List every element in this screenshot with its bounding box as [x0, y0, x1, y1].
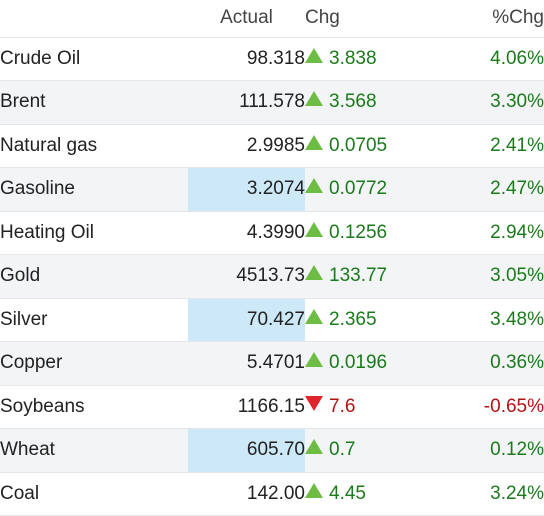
actual-value: 605.70: [188, 428, 305, 473]
header-chg[interactable]: Chg: [305, 0, 427, 38]
table-row[interactable]: Silver 70.427 2.365 3.48%: [0, 298, 544, 342]
actual-value: 4513.73: [188, 254, 305, 299]
commodity-name[interactable]: Wheat: [0, 428, 188, 473]
percent-change-value: 2.47%: [427, 167, 544, 212]
table-row[interactable]: Gold 4513.73 133.77 3.05%: [0, 254, 544, 299]
change-cell: 0.0705: [305, 124, 427, 168]
table-row[interactable]: Crude Oil 98.318 3.838 4.06%: [0, 37, 544, 81]
change-value: 0.0705: [329, 134, 388, 156]
header-pct-chg[interactable]: %Chg: [427, 0, 544, 38]
change-cell: 3.568: [305, 80, 427, 125]
actual-value: 111.578: [188, 80, 305, 125]
actual-value: 5.4701: [188, 341, 305, 386]
table-row[interactable]: Natural gas 2.9985 0.0705 2.41%: [0, 124, 544, 168]
percent-change-value: 0.36%: [427, 341, 544, 386]
commodity-name[interactable]: Copper: [0, 341, 188, 386]
actual-value: 142.00: [188, 472, 305, 516]
up-arrow-icon: [305, 439, 323, 455]
up-arrow-icon: [305, 178, 323, 194]
up-arrow-icon: [305, 221, 323, 237]
commodity-name[interactable]: Natural gas: [0, 124, 188, 168]
change-value: 0.0196: [329, 352, 388, 374]
table-row[interactable]: Gasoline 3.2074 0.0772 2.47%: [0, 167, 544, 212]
change-cell: 7.6: [305, 385, 427, 429]
commodity-name[interactable]: Gasoline: [0, 167, 188, 212]
table-row[interactable]: Soybeans 1166.15 7.6 -0.65%: [0, 385, 544, 429]
change-cell: 0.7: [305, 428, 427, 473]
up-arrow-icon: [305, 352, 323, 368]
percent-change-value: 2.41%: [427, 124, 544, 168]
down-arrow-icon: [305, 395, 323, 411]
actual-value: 4.3990: [188, 211, 305, 255]
up-arrow-icon: [305, 134, 323, 150]
up-arrow-icon: [305, 91, 323, 107]
up-arrow-icon: [305, 482, 323, 498]
percent-change-value: 3.24%: [427, 472, 544, 516]
actual-value: 2.9985: [188, 124, 305, 168]
table-row[interactable]: Brent 111.578 3.568 3.30%: [0, 80, 544, 125]
header-name: [0, 0, 188, 38]
change-value: 0.0772: [329, 178, 388, 200]
table-row[interactable]: Copper 5.4701 0.0196 0.36%: [0, 341, 544, 386]
commodity-name[interactable]: Brent: [0, 80, 188, 125]
commodity-name[interactable]: Silver: [0, 298, 188, 342]
percent-change-value: 0.12%: [427, 428, 544, 473]
up-arrow-icon: [305, 265, 323, 281]
change-cell: 4.45: [305, 472, 427, 516]
percent-change-value: 3.48%: [427, 298, 544, 342]
table-body: Crude Oil 98.318 3.838 4.06% Brent 111.578 3.5…: [0, 37, 544, 516]
change-value: 3.838: [329, 47, 377, 69]
up-arrow-icon: [305, 47, 323, 63]
commodity-name[interactable]: Heating Oil: [0, 211, 188, 255]
change-value: 4.45: [329, 482, 366, 504]
change-cell: 2.365: [305, 298, 427, 342]
change-cell: 133.77: [305, 254, 427, 299]
change-cell: 0.1256: [305, 211, 427, 255]
header-row: Actual Chg %Chg: [0, 0, 544, 38]
commodity-name[interactable]: Soybeans: [0, 385, 188, 429]
commodity-name[interactable]: Coal: [0, 472, 188, 516]
actual-value: 70.427: [188, 298, 305, 342]
change-value: 133.77: [329, 265, 388, 287]
commodity-name[interactable]: Gold: [0, 254, 188, 299]
actual-value: 3.2074: [188, 167, 305, 212]
change-value: 0.1256: [329, 221, 388, 243]
change-value: 0.7: [329, 439, 356, 461]
table-row[interactable]: Coal 142.00 4.45 3.24%: [0, 472, 544, 516]
actual-value: 1166.15: [188, 385, 305, 429]
change-value: 7.6: [329, 395, 356, 417]
up-arrow-icon: [305, 308, 323, 324]
table-row[interactable]: Wheat 605.70 0.7 0.12%: [0, 428, 544, 473]
actual-value: 98.318: [188, 37, 305, 81]
change-cell: 0.0772: [305, 167, 427, 212]
percent-change-value: 2.94%: [427, 211, 544, 255]
table-header: Actual Chg %Chg: [0, 0, 544, 38]
change-cell: 3.838: [305, 37, 427, 81]
percent-change-value: 3.05%: [427, 254, 544, 299]
change-value: 2.365: [329, 308, 377, 330]
percent-change-value: 4.06%: [427, 37, 544, 81]
header-actual[interactable]: Actual: [188, 0, 305, 38]
commodity-name[interactable]: Crude Oil: [0, 37, 188, 81]
percent-change-value: -0.65%: [427, 385, 544, 429]
change-value: 3.568: [329, 91, 377, 113]
table-row[interactable]: Heating Oil 4.3990 0.1256 2.94%: [0, 211, 544, 255]
percent-change-value: 3.30%: [427, 80, 544, 125]
change-cell: 0.0196: [305, 341, 427, 386]
